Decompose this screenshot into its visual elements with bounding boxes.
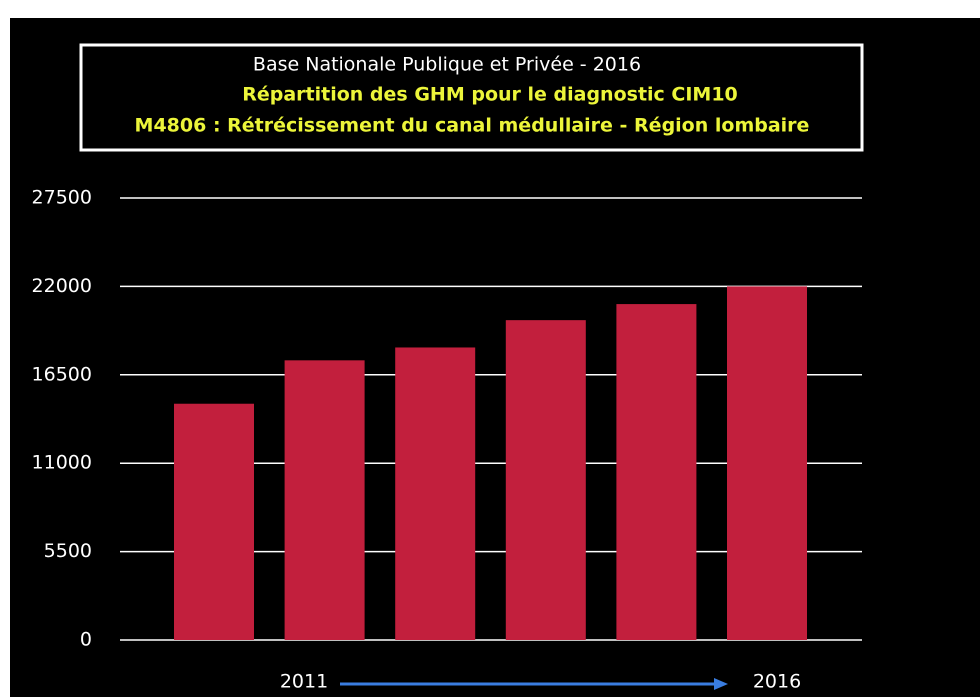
x-tick-label: 2016 — [753, 671, 801, 693]
bar — [616, 304, 697, 640]
bar — [727, 286, 807, 640]
bar — [505, 320, 586, 640]
chart-subtitle: Répartition des GHM pour le diagnostic C… — [242, 84, 738, 106]
y-tick-label: 11000 — [32, 452, 92, 474]
background — [10, 18, 980, 697]
arrow-head — [714, 678, 728, 690]
chart-subtitle: M4806 : Rétrécissement du canal médullai… — [135, 115, 810, 137]
y-tick-label: 27500 — [32, 187, 92, 209]
y-tick-label: 0 — [80, 629, 92, 651]
x-tick-label: 2011 — [280, 671, 328, 693]
bar — [284, 360, 365, 640]
bar — [395, 347, 476, 640]
bar — [174, 403, 254, 640]
chart-title: Base Nationale Publique et Privée - 2016 — [253, 54, 641, 76]
y-tick-label: 22000 — [32, 275, 92, 297]
y-tick-label: 16500 — [32, 363, 92, 385]
y-tick-label: 5500 — [44, 540, 92, 562]
title-box — [79, 43, 864, 152]
